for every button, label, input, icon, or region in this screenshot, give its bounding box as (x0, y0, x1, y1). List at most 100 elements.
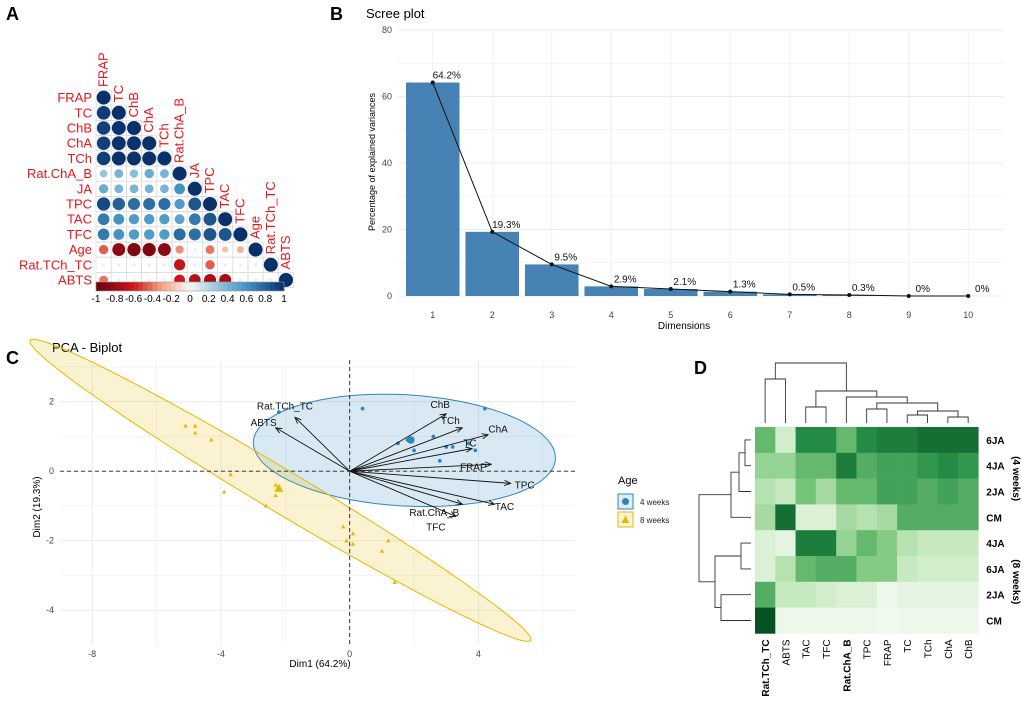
corr-circle (269, 278, 273, 282)
corr-row-label: ChB (67, 121, 92, 136)
heat-cell (856, 581, 878, 608)
colorbar-segment (161, 282, 167, 291)
point-4-weeks (482, 406, 487, 411)
heat-cell (815, 607, 837, 634)
corr-circle (114, 184, 124, 194)
colorbar-segment (105, 282, 111, 291)
corr-circle (117, 278, 121, 282)
corr-circle (96, 105, 111, 120)
colorbar-frame (95, 281, 285, 292)
colorbar-tick: 1 (281, 294, 287, 305)
loading-arrow (349, 470, 463, 504)
colorbar-segment (274, 282, 280, 291)
corr-circle (144, 229, 155, 240)
corr-row-label: TCh (67, 151, 92, 166)
column-dendrogram-branch (916, 410, 959, 417)
corr-circle (147, 278, 151, 282)
scree-x-tick: 1 (430, 310, 435, 320)
corr-circle (188, 197, 202, 211)
corr-circle (236, 246, 244, 254)
corr-circle (144, 184, 154, 194)
corr-col-label: TAC (217, 184, 232, 209)
corr-circle (111, 121, 126, 135)
scree-data-label: 9.5% (554, 252, 577, 263)
heat-cell (775, 427, 796, 454)
corr-circle (238, 278, 242, 282)
scree-plot: Scree plot Dimensions Percentage of expl… (366, 6, 1003, 332)
colorbar-segment (166, 282, 172, 291)
point-8-weeks (273, 482, 278, 487)
heat-cell (775, 452, 796, 479)
scree-data-label: 0.5% (792, 282, 815, 293)
loading-arrow (349, 464, 492, 472)
colorbar-tick: -0.4 (144, 294, 162, 305)
scree-point (728, 289, 733, 294)
scree-x-title: Dimensions (658, 321, 710, 332)
scree-data-label: 2.9% (614, 274, 637, 285)
corr-circle (157, 151, 172, 166)
point-8-weeks (192, 423, 198, 428)
corr-circle (233, 227, 248, 242)
scree-y-tick: 40 (382, 158, 392, 168)
heat-cell (917, 556, 938, 583)
colorbar-segment (100, 282, 106, 291)
heat-cell (815, 504, 837, 531)
panel-letter-c: C (6, 348, 19, 368)
corr-circle (143, 197, 156, 211)
scree-x-tick: 3 (549, 310, 554, 320)
scree-point (668, 287, 673, 292)
heat-group-label: (4 weeks) (1010, 456, 1021, 501)
scree-x-tick: 10 (963, 310, 973, 320)
corr-circle (223, 263, 227, 267)
loading-label: TAC (495, 502, 514, 513)
colorbar-segment (114, 282, 120, 291)
heat-cell (917, 607, 938, 634)
corr-circle (113, 228, 125, 240)
heat-cell (958, 478, 979, 505)
point-8-weeks (221, 489, 227, 494)
colorbar-segment (232, 282, 238, 291)
heat-cell (815, 478, 837, 505)
heat-cell (815, 452, 837, 479)
corr-circle (142, 151, 157, 166)
corr-circle (99, 169, 108, 178)
corr-circle (187, 181, 202, 196)
heat-cell (815, 581, 837, 608)
heat-cell (836, 452, 857, 479)
colorbar-tick: 0 (187, 294, 193, 305)
scree-y-title: Percentage of explained variances (367, 92, 377, 231)
corr-circle (97, 228, 110, 241)
corr-circle (188, 213, 201, 226)
heat-cell (836, 607, 857, 634)
corr-circle (127, 151, 141, 166)
scree-y-tick: 0 (387, 291, 392, 301)
scree-x-tick: 2 (490, 310, 495, 320)
colorbar-segment (246, 282, 252, 291)
corr-circle (128, 229, 140, 240)
heat-cell (876, 530, 898, 557)
corr-row-label: TC (75, 105, 92, 120)
heat-cell (917, 452, 938, 479)
heat-cell (856, 556, 878, 583)
heat-cell (775, 530, 796, 557)
corr-circle (96, 136, 111, 150)
corr-circle (174, 183, 186, 195)
colorbar-segment (119, 282, 125, 291)
corr-circle (159, 184, 169, 194)
colorbar-segment (237, 282, 243, 291)
centroid-8-weeks (274, 483, 284, 492)
heat-cell (795, 427, 817, 454)
biplot-x-tick: 0 (347, 649, 352, 659)
colorbar-segment (152, 282, 158, 291)
biplot-x-tick: 4 (476, 649, 481, 659)
corr-col-label: TCh (156, 123, 171, 148)
biplot-y-tick: 0 (49, 466, 54, 476)
loading-arrow (349, 470, 495, 504)
heat-cell (897, 607, 918, 634)
heat-cell (876, 427, 898, 454)
loading-arrow (349, 470, 511, 483)
heat-cell (755, 478, 776, 505)
heat-cell (958, 452, 979, 479)
heat-cell (815, 427, 837, 454)
corr-circle (159, 169, 169, 179)
